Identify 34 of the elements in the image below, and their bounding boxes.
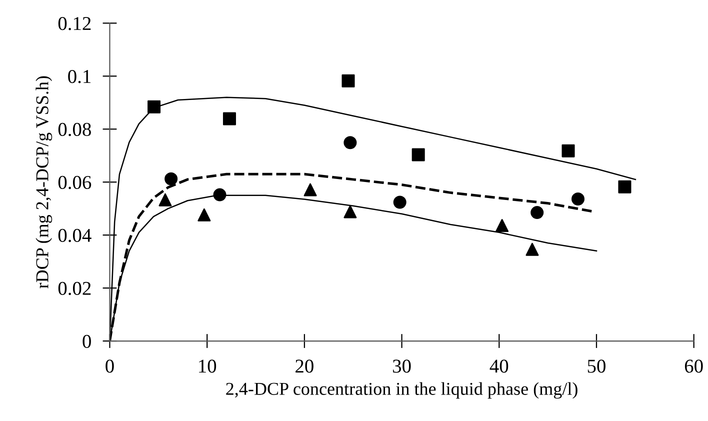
y-axis-title: rDCP (mg 2,4-DCP/g VSS.h) (36, 76, 52, 288)
point (213, 188, 226, 202)
point (342, 74, 355, 88)
point (148, 100, 161, 114)
point (571, 192, 584, 206)
y-tick-label: 0.08 (58, 122, 91, 136)
x-tick-label: 10 (199, 360, 216, 373)
x-tick-label: 60 (684, 360, 703, 373)
point (412, 148, 425, 162)
x-tick-label: 30 (392, 360, 411, 373)
point (198, 208, 211, 222)
x-tick-label: 20 (296, 360, 314, 373)
point (344, 136, 357, 150)
point (164, 172, 178, 186)
y-tick-label: 0.02 (58, 282, 91, 296)
point (496, 219, 509, 232)
point (618, 180, 632, 194)
point (344, 205, 357, 218)
point (304, 183, 317, 196)
point (222, 112, 236, 126)
x-tick-label: 40 (490, 360, 508, 373)
y-tick-label: 0.04 (58, 228, 92, 242)
y-tick-label: 0.1 (68, 70, 91, 84)
point (393, 196, 406, 209)
x-tick-label: 0 (106, 360, 114, 373)
x-tick-label: 50 (588, 360, 606, 373)
y-tick-label: 0.06 (58, 176, 92, 190)
y-tick-label: 0.12 (58, 16, 91, 30)
y-tick-label: 0 (82, 334, 91, 348)
point (158, 193, 172, 206)
point (530, 206, 544, 220)
point (526, 242, 539, 256)
point (562, 144, 575, 158)
x-axis-title: 2,4-DCP concentration in the liquid phase (mg/l) (226, 382, 578, 399)
